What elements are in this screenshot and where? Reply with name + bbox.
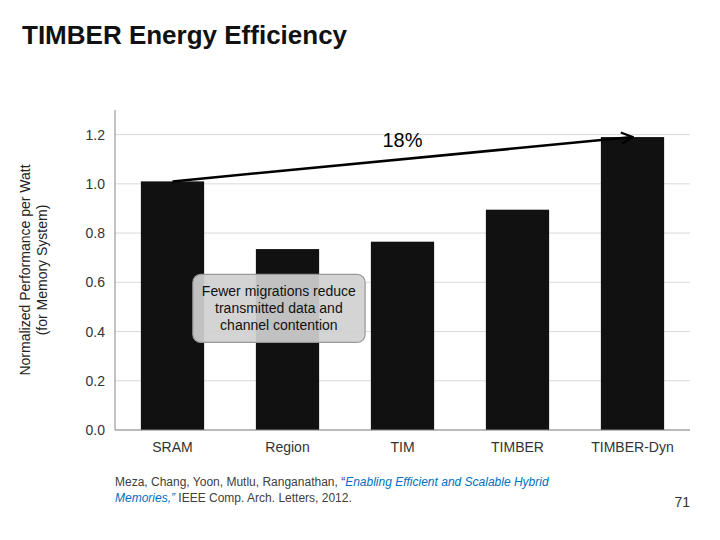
x-tick-label: SRAM (152, 439, 192, 455)
y-axis-line (115, 110, 116, 430)
x-tick-label: TIMBER (491, 439, 544, 455)
bar (601, 137, 664, 430)
chart: TIMBER Energy Efficiency 0.0 0.2 0.4 0.6 0.8 1… (0, 0, 720, 540)
footer-part: Meza, Chang, Yoon, Mutlu, Ranganathan, “ (115, 475, 345, 489)
grid (115, 135, 690, 430)
title: TIMBER Energy Efficiency (22, 20, 348, 50)
x-tick-label: TIM (390, 439, 414, 455)
grid-line (115, 430, 690, 431)
footer: Meza, Chang, Yoon, Mutlu, Ranganathan, “… (115, 474, 585, 506)
y-tick-label: 0.6 (86, 274, 106, 290)
bars (141, 137, 664, 430)
y-tick-label: 0.2 (86, 373, 106, 389)
x-tick-label: Region (265, 439, 309, 455)
footer-part: IEEE Comp. Arch. Letters, 2012. (175, 491, 352, 505)
x-tick-label: TIMBER-Dyn (591, 439, 673, 455)
y-tick-label: 1.2 (86, 127, 106, 143)
annotation: Fewer migrations reducetransmitted data … (202, 283, 356, 333)
y-tick-label: 0.0 (86, 422, 106, 438)
y-tick-label: 1.0 (86, 176, 106, 192)
y-tick-label: 0.4 (86, 324, 106, 340)
annotation-box: Fewer migrations reducetransmitted data … (193, 274, 365, 342)
chart-page: TIMBER Energy Efficiency 0.0 0.2 0.4 0.6 0.8 1… (0, 0, 720, 540)
annotation-box-frame (193, 274, 365, 342)
bar (371, 242, 434, 430)
x-axis-line (115, 430, 690, 431)
annotation: 18% (382, 129, 422, 151)
y-tick-label: 0.8 (86, 225, 106, 241)
page-number: 71 (674, 494, 690, 510)
bar (486, 210, 549, 430)
y-axis-label: Normalized Performance per Watt(for Memo… (17, 164, 50, 375)
